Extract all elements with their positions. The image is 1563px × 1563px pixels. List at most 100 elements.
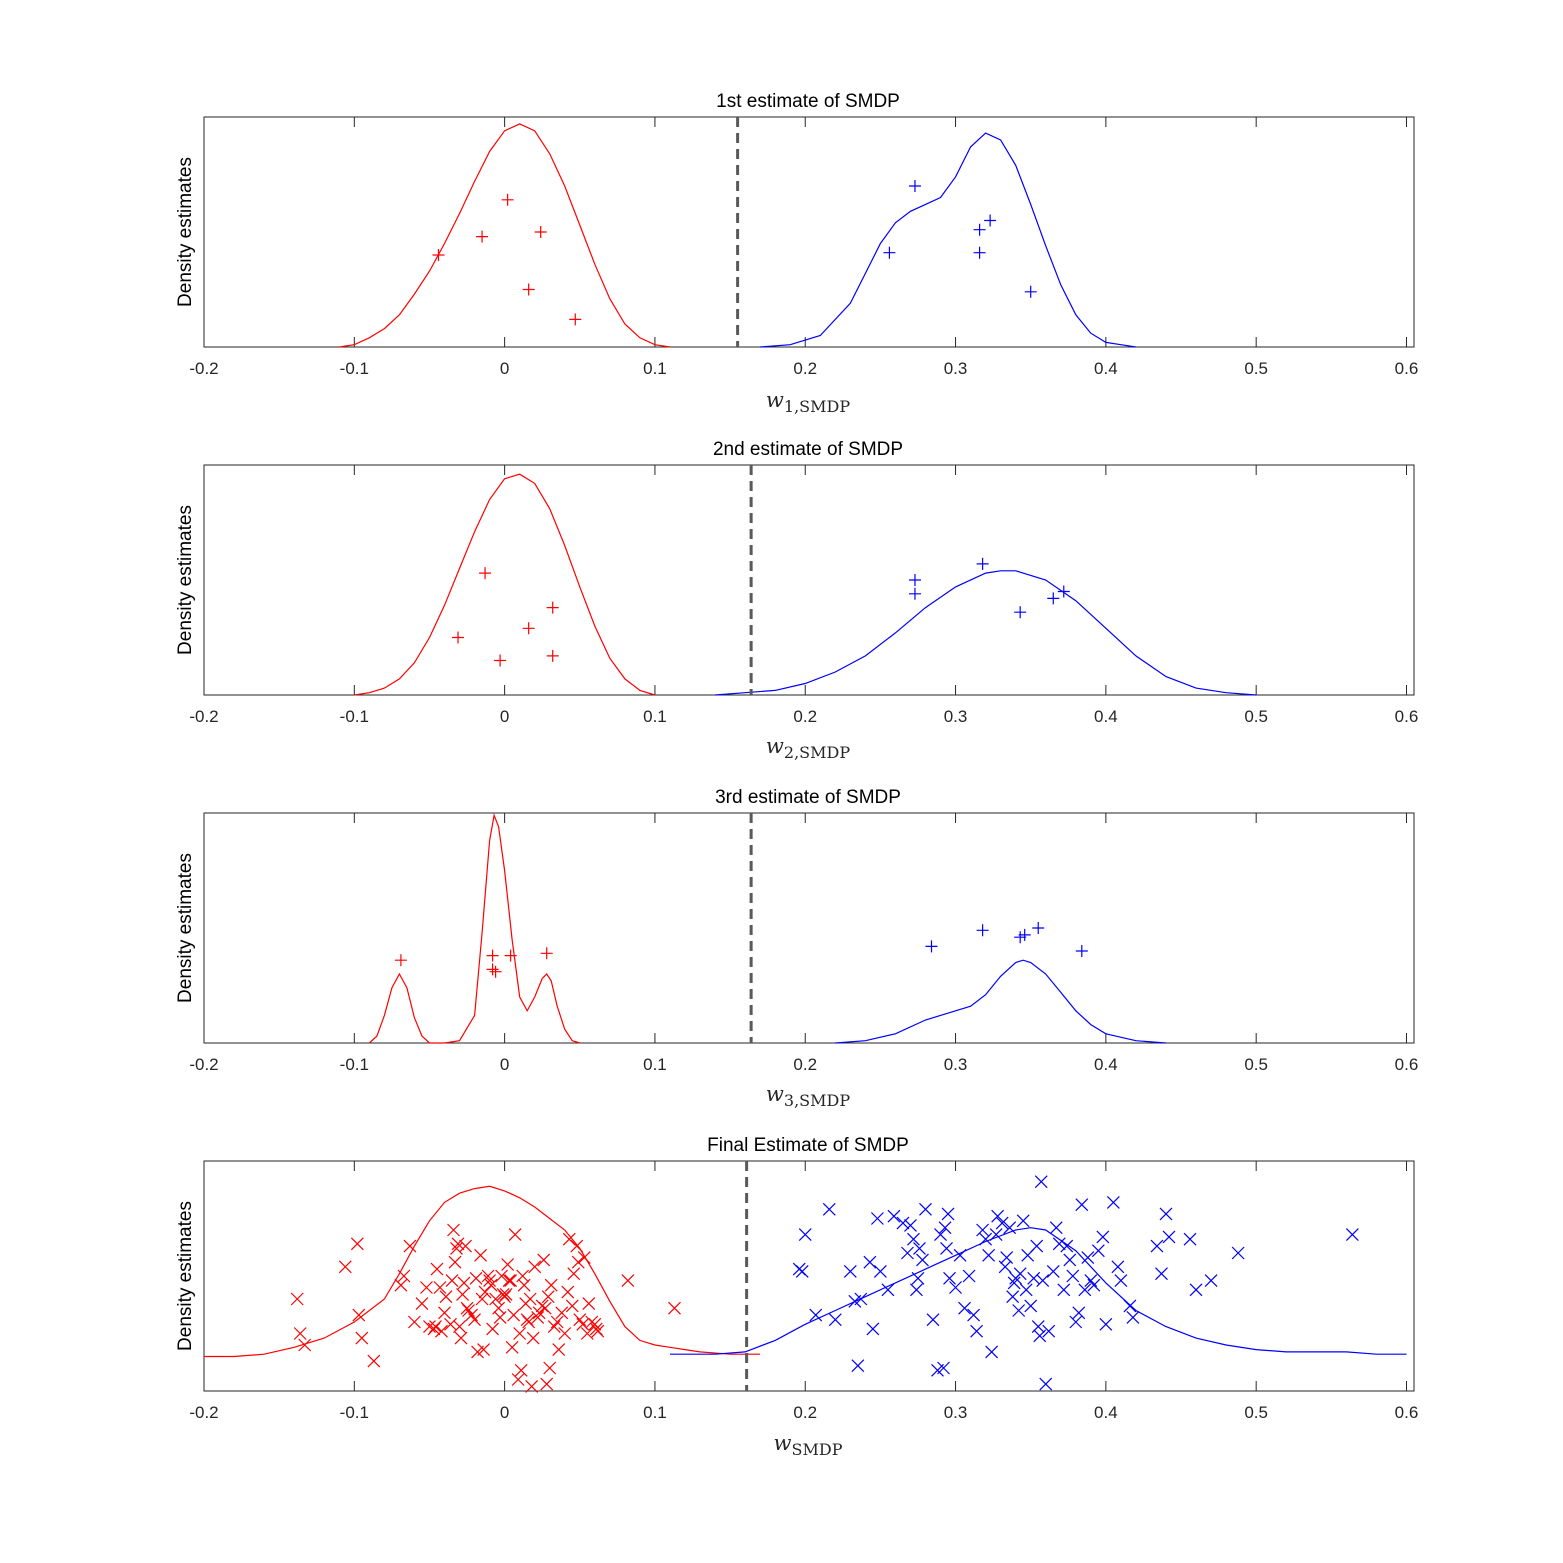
subplot-4-xtick-label: 0.6 <box>1395 1403 1419 1422</box>
subplot-4-point-group_a <box>459 1239 472 1253</box>
subplot-4-point-group_a <box>538 1301 552 1315</box>
subplot-4-point-group_b <box>822 1202 836 1216</box>
subplot-4-point-group_b <box>1159 1207 1173 1221</box>
subplot-4-point-group_b <box>1345 1228 1359 1242</box>
subplot-4-point-group_a <box>577 1251 591 1265</box>
subplot-3-density-curve-group_b <box>835 959 1167 1044</box>
subplot-4-point-group_b <box>1099 1317 1113 1331</box>
subplot-4-ylabel: Density estimates <box>175 1201 196 1351</box>
subplot-4-point-group_b <box>828 1313 842 1327</box>
subplot-4-point-group_b <box>985 1345 999 1359</box>
subplot-4-point-group_a <box>532 1306 546 1320</box>
subplot-2-point-group_a <box>479 567 492 580</box>
subplot-4-point-group_a <box>504 1274 518 1288</box>
subplot-4-point-group_b <box>958 1301 971 1315</box>
subplot-4-point-group_b <box>910 1283 923 1297</box>
subplot-3-xtick-label: 0.1 <box>643 1055 667 1074</box>
subplot-1-xtick-label: 0.1 <box>643 359 667 378</box>
subplot-4-point-group_b <box>854 1292 868 1306</box>
subplot-4-point-group_a <box>501 1258 515 1271</box>
subplot-4-point-group_a <box>507 1308 521 1322</box>
subplot-3-point-group_a <box>540 947 553 960</box>
subplot-3-point-group_a <box>486 963 499 976</box>
subplot-4-point-group_a <box>555 1306 569 1320</box>
subplot-4-point-group_a <box>403 1239 417 1253</box>
subplot-4-point-group_a <box>352 1308 366 1322</box>
subplot-4-point-group_a <box>484 1278 498 1292</box>
subplot-4-point-group_a <box>550 1315 564 1329</box>
subplot-2-xtick-label: 0.2 <box>793 707 817 726</box>
subplot-2: 2nd estimate of SMDP Density estimates w… <box>175 439 1418 762</box>
subplot-4-xtick-label: 0.2 <box>793 1403 817 1422</box>
subplot-4-point-group_a <box>394 1278 408 1292</box>
subplot-2-point-group_a <box>452 631 465 644</box>
subplot-4-point-group_b <box>1019 1283 1033 1297</box>
subplot-1-density-curve-group_a <box>339 123 671 348</box>
subplot-4-point-group_b <box>1066 1269 1080 1283</box>
subplot-4-point-group_b <box>1024 1299 1038 1313</box>
subplot-1-xtick-label: 0.4 <box>1094 359 1118 378</box>
subplot-3-xtick-label: 0.3 <box>944 1055 968 1074</box>
subplot-4-point-group_a <box>565 1299 579 1313</box>
subplot-4-point-group_b <box>1042 1324 1056 1338</box>
subplot-4-title: Final Estimate of SMDP <box>707 1135 909 1156</box>
subplot-4-point-group_a <box>367 1354 381 1368</box>
subplot-2-xtick-label: 0.4 <box>1094 707 1118 726</box>
subplot-4-point-group_b <box>798 1228 812 1242</box>
subplot-4-point-group_b <box>1052 1237 1066 1251</box>
subplot-4-point-group_b <box>1036 1274 1050 1288</box>
subplot-4-point-group_a <box>580 1327 594 1340</box>
subplot-4-point-group_b <box>881 1283 895 1297</box>
subplot-2-xtick-label: 0.5 <box>1244 707 1268 726</box>
subplot-1-xtick-label: 0.6 <box>1395 359 1419 378</box>
subplot-4-xlabel-var: w <box>774 1431 792 1455</box>
subplot-4-point-group_b <box>1013 1267 1027 1281</box>
subplot-4-xtick-label: -0.2 <box>189 1403 218 1422</box>
subplot-3-xtick-label: 0.6 <box>1395 1055 1419 1074</box>
subplot-4-point-group_a <box>513 1327 527 1340</box>
subplot-4-point-group_a <box>514 1363 528 1377</box>
subplot-2-xtick-label: 0.1 <box>643 707 667 726</box>
subplot-4-point-group_a <box>489 1292 503 1306</box>
subplot-4-point-group_a <box>474 1248 487 1262</box>
subplot-4-point-group_a <box>526 1331 540 1345</box>
subplot-4-point-group_a <box>439 1290 453 1304</box>
subplot-4-xlabel-sub: SMDP <box>792 1440 843 1459</box>
subplot-1-xlabel-var: w <box>766 388 784 412</box>
subplot-4-point-group_a <box>502 1274 516 1288</box>
subplot-4-point-group_b <box>1034 1175 1048 1189</box>
subplot-4-point-group_a <box>429 1320 442 1334</box>
subplot-1-point-group_b <box>908 180 921 192</box>
subplot-4-point-group_b <box>953 1248 967 1262</box>
subplot-4-point-group_a <box>668 1301 681 1315</box>
subplot-4-point-group_b <box>976 1223 990 1237</box>
subplot-4-point-group_a <box>567 1267 581 1281</box>
subplot-4-point-group_a <box>525 1379 539 1393</box>
subplot-4-point-group_b <box>1003 1221 1017 1235</box>
subplot-4-xtick-label: -0.1 <box>340 1403 369 1422</box>
subplot-4-point-group_b <box>1030 1239 1044 1253</box>
subplot-4-point-group_b <box>1126 1310 1140 1324</box>
subplot-4-point-group_b <box>1069 1315 1083 1329</box>
subplot-2-point-group_a <box>546 649 559 662</box>
subplot-4-point-group_b <box>1063 1253 1077 1267</box>
subplot-4-point-group_a <box>478 1285 492 1299</box>
subplot-1-point-group_a <box>534 226 547 238</box>
subplot-3-xtick-label: -0.1 <box>340 1055 369 1074</box>
subplot-4-point-group_b <box>1078 1283 1092 1297</box>
subplot-4-density-curve-group_b <box>670 1227 1407 1355</box>
subplot-4-point-group_b <box>911 1271 925 1285</box>
subplot-4-point-group_a <box>433 1281 447 1294</box>
subplot-1: 1st estimate of SMDP Density estimates w… <box>175 91 1418 416</box>
subplot-4-point-group_b <box>937 1361 950 1375</box>
subplot-4-point-group_b <box>907 1232 920 1246</box>
subplot-3-xlabel: w3,SMDP <box>766 1082 850 1110</box>
subplot-4-point-group_a <box>495 1269 509 1283</box>
subplot-3-xtick-label: -0.2 <box>189 1055 218 1074</box>
subplot-4-xlabel: wSMDP <box>774 1431 843 1459</box>
subplot-2-ylabel: Density estimates <box>175 505 196 655</box>
subplot-4-point-group_a <box>571 1255 585 1269</box>
subplot-4-point-group_b <box>1039 1377 1053 1391</box>
subplot-4-point-group_a <box>475 1292 489 1306</box>
subplot-4-point-group_a <box>450 1241 463 1255</box>
